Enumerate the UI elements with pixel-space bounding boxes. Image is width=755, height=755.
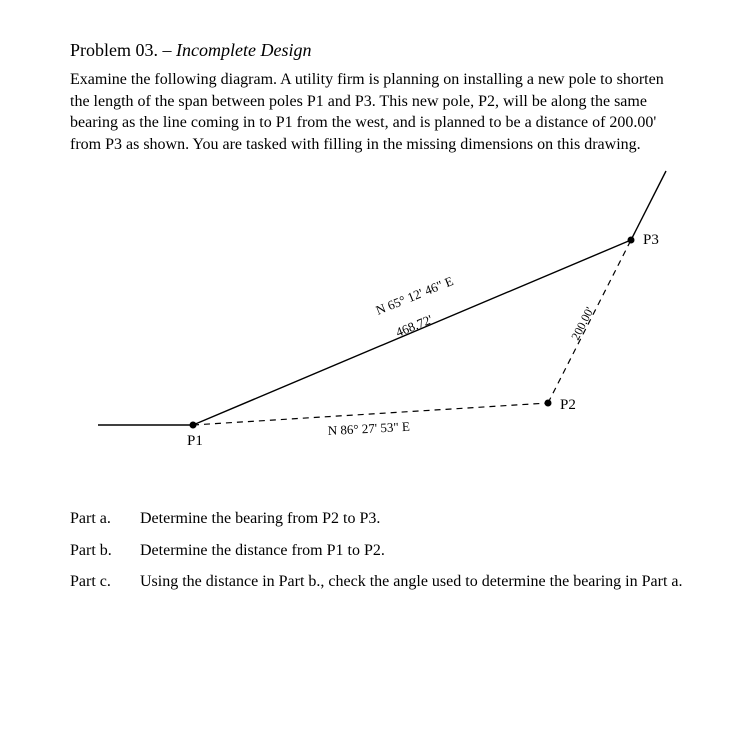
problem-subtitle: Incomplete Design: [176, 40, 311, 60]
diagram: P1 P2 P3 N 65° 12' 46" E468.72' N 86° 27' 53…: [78, 165, 678, 485]
problem-title: Problem 03. – Incomplete Design: [70, 40, 685, 61]
part-c: Part c. Using the distance in Part b., c…: [70, 568, 685, 595]
part-b-text: Determine the distance from P1 to P2.: [140, 537, 685, 564]
part-a-text: Determine the bearing from P2 to P3.: [140, 505, 685, 532]
page: Problem 03. – Incomplete Design Examine …: [0, 0, 755, 619]
part-a: Part a. Determine the bearing from P2 to…: [70, 505, 685, 532]
svg-text:N 86° 27' 53" E: N 86° 27' 53" E: [327, 419, 410, 438]
svg-text:P2: P2: [560, 397, 576, 413]
part-b: Part b. Determine the distance from P1 t…: [70, 537, 685, 564]
part-b-label: Part b.: [70, 537, 140, 564]
svg-text:P1: P1: [187, 433, 203, 449]
diagram-svg: P1 P2 P3 N 65° 12' 46" E468.72' N 86° 27' 53…: [78, 165, 678, 485]
svg-text:P3: P3: [643, 232, 659, 248]
part-a-label: Part a.: [70, 505, 140, 532]
problem-number: Problem 03.: [70, 40, 158, 60]
title-dash: –: [158, 40, 176, 60]
part-c-label: Part c.: [70, 568, 140, 595]
svg-text:200.00': 200.00': [568, 305, 596, 343]
svg-text:N 65° 12' 46" E: N 65° 12' 46" E: [373, 273, 455, 318]
svg-text:468.72': 468.72': [393, 312, 434, 340]
problem-paragraph: Examine the following diagram. A utility…: [70, 69, 685, 155]
part-c-text: Using the distance in Part b., check the…: [140, 568, 685, 595]
parts-list: Part a. Determine the bearing from P2 to…: [70, 505, 685, 595]
